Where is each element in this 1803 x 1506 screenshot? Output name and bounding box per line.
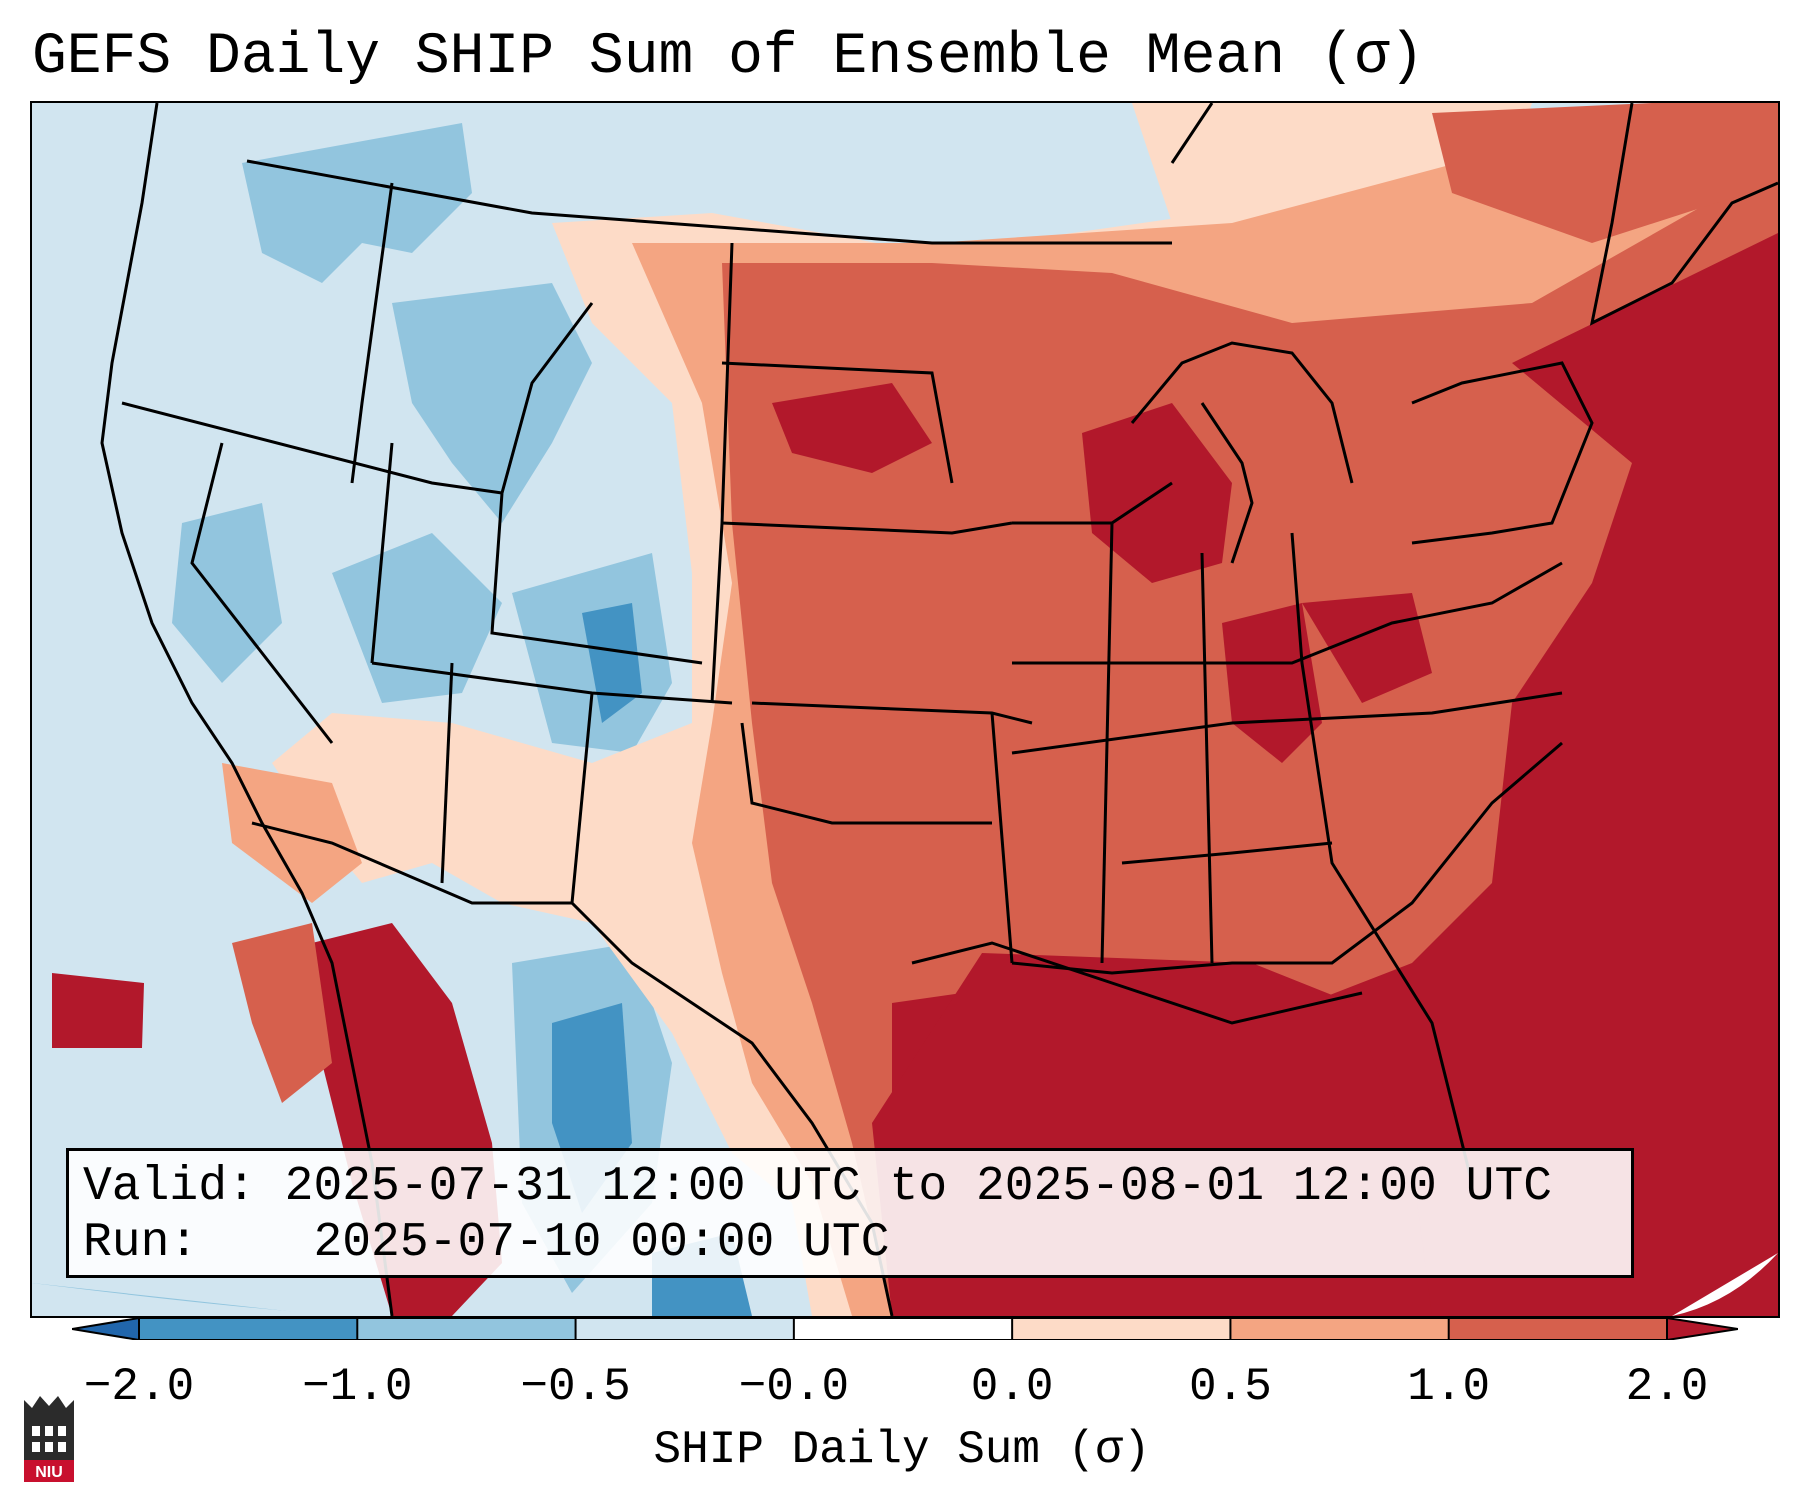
run-label: Run: — [83, 1216, 199, 1270]
projection-edge-left — [32, 1283, 352, 1316]
colorbar-segment — [139, 1318, 358, 1340]
colorbar-tick-label: 2.0 — [1625, 1361, 1709, 1413]
page-title: GEFS Daily SHIP Sum of Ensemble Mean (σ) — [32, 25, 1425, 90]
colorbar — [72, 1318, 1738, 1340]
valid-row: Valid: 2025-07-31 12:00 UTC to 2025-08-0… — [83, 1159, 1617, 1215]
run-value: 2025-07-10 00:00 UTC — [313, 1216, 890, 1270]
niu-logo: NIU — [20, 1392, 78, 1484]
colorbar-segments — [72, 1318, 1738, 1340]
colorbar-segment — [793, 1318, 1013, 1340]
colorbar-segment — [1230, 1318, 1450, 1340]
colorbar-tick-label: 0.0 — [970, 1361, 1054, 1413]
colorbar-tick-label: −0.0 — [738, 1361, 850, 1413]
map-panel[interactable] — [30, 101, 1780, 1318]
valid-label: Valid: — [83, 1160, 256, 1214]
colorbar-extend-high — [1667, 1318, 1738, 1340]
colorbar-tick-label: 1.0 — [1407, 1361, 1491, 1413]
colorbar-tick-label: −0.5 — [520, 1361, 631, 1413]
colorbar-tick-label: −2.0 — [83, 1361, 195, 1413]
colorbar-label: SHIP Daily Sum (σ) — [653, 1424, 1151, 1476]
colorbar-tick-label: 0.5 — [1189, 1361, 1272, 1413]
run-row: Run: 2025-07-10 00:00 UTC — [83, 1215, 1617, 1271]
shaded-map — [32, 103, 1778, 1316]
colorbar-segment — [1012, 1318, 1231, 1340]
projection-edge — [1672, 1253, 1778, 1316]
colorbar-segment — [575, 1318, 795, 1340]
colorbar-segment — [357, 1318, 577, 1340]
political-boundaries — [100, 103, 1778, 1316]
valid-run-info-box: Valid: 2025-07-31 12:00 UTC to 2025-08-0… — [66, 1148, 1634, 1278]
colorbar-segment — [1448, 1318, 1668, 1340]
svg-text:NIU: NIU — [35, 1464, 63, 1481]
colorbar-extend-low — [72, 1318, 139, 1340]
colorbar-tick-label: −1.0 — [302, 1361, 413, 1413]
valid-value: 2025-07-31 12:00 UTC to 2025-08-01 12:00… — [284, 1160, 1553, 1214]
